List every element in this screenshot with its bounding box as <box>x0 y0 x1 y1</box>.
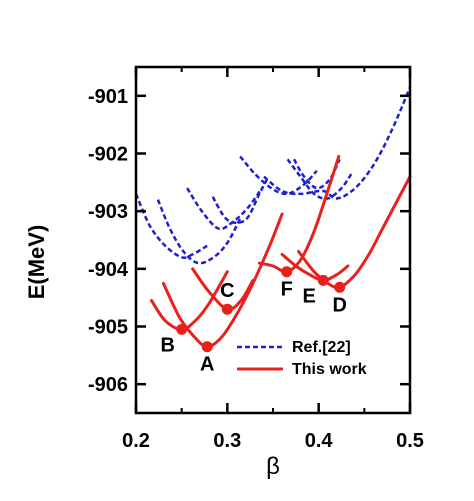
x-tick-label: 0.2 <box>122 430 150 452</box>
ref-curve-4 <box>211 176 270 225</box>
this-work-curve-6 <box>297 175 412 290</box>
point-b <box>176 323 188 335</box>
point-f <box>281 266 293 278</box>
y-tick-label: -902 <box>88 144 128 166</box>
x-tick-label: 0.3 <box>213 430 241 452</box>
point-label-e: E <box>303 285 316 307</box>
point-label-a: A <box>200 354 214 376</box>
x-axis-title: β <box>266 453 280 480</box>
ref-curve-7 <box>263 86 412 200</box>
this-work-curve-1 <box>150 270 229 331</box>
x-tick-label: 0.5 <box>396 430 424 452</box>
this-work-curve-5 <box>280 252 350 282</box>
point-c <box>221 303 233 315</box>
legend-label-this-work: This work <box>292 361 367 378</box>
y-tick-label: -903 <box>88 201 128 223</box>
ref-curve-2 <box>156 199 243 265</box>
y-tick-label: -904 <box>88 259 129 281</box>
point-label-b: B <box>160 334 174 356</box>
ref-curve-8 <box>286 158 353 200</box>
point-d <box>334 281 346 293</box>
ref-curve-5 <box>239 155 318 196</box>
legend-label-ref: Ref.[22] <box>292 339 351 356</box>
point-e <box>317 274 329 286</box>
point-label-c: C <box>220 280 234 302</box>
ref-curve-3 <box>186 187 264 231</box>
point-label-d: D <box>332 294 346 316</box>
y-tick-label: -906 <box>88 374 128 396</box>
point-label-f: F <box>281 279 293 301</box>
y-tick-label: -901 <box>88 86 128 108</box>
x-tick-label: 0.4 <box>305 430 334 452</box>
legend: Ref.[22] This work <box>237 339 367 378</box>
y-axis-title: E(MeV) <box>24 225 49 300</box>
point-a <box>201 341 213 353</box>
this-work-curve-4 <box>257 154 341 274</box>
y-tick-label: -905 <box>88 317 128 339</box>
